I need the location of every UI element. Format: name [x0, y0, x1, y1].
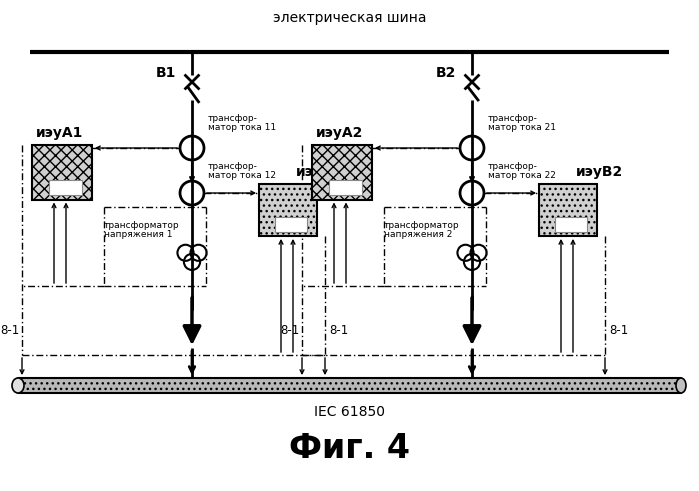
Text: иэуА1: иэуА1: [36, 126, 84, 139]
Ellipse shape: [676, 378, 686, 393]
Bar: [329, 180, 361, 195]
Text: Фиг. 4: Фиг. 4: [289, 432, 410, 464]
Text: 8-1: 8-1: [610, 324, 628, 336]
Bar: [48, 180, 82, 195]
Text: трансформатор
напряжения 2: трансформатор напряжения 2: [384, 220, 460, 239]
Text: 8-1: 8-1: [1, 324, 20, 336]
Bar: [312, 144, 372, 199]
Text: трансфор-
матор тока 22: трансфор- матор тока 22: [488, 162, 556, 180]
Text: В1: В1: [156, 66, 176, 80]
Text: иэуВ2: иэуВ2: [576, 165, 624, 179]
Text: 8-1: 8-1: [329, 324, 349, 336]
Bar: [555, 218, 587, 232]
Text: иэуА2: иэуА2: [317, 126, 363, 139]
Text: трансфор-
матор тока 12: трансфор- матор тока 12: [208, 162, 276, 180]
Bar: [18, 378, 681, 393]
Bar: [539, 184, 597, 236]
Text: трансфор-
матор тока 21: трансфор- матор тока 21: [488, 113, 556, 133]
Text: электрическая шина: электрическая шина: [273, 11, 426, 25]
Bar: [32, 144, 92, 199]
Bar: [259, 184, 317, 236]
Text: В2: В2: [435, 66, 456, 80]
Text: трансформатор
напряжения 1: трансформатор напряжения 1: [104, 220, 180, 239]
Text: 8-1: 8-1: [280, 324, 300, 336]
Text: IEC 61850: IEC 61850: [314, 405, 385, 419]
Ellipse shape: [12, 378, 24, 393]
Text: трансфор-
матор тока 11: трансфор- матор тока 11: [208, 113, 276, 133]
Bar: [275, 218, 307, 232]
Text: иэуВ1: иэуВ1: [296, 165, 343, 179]
